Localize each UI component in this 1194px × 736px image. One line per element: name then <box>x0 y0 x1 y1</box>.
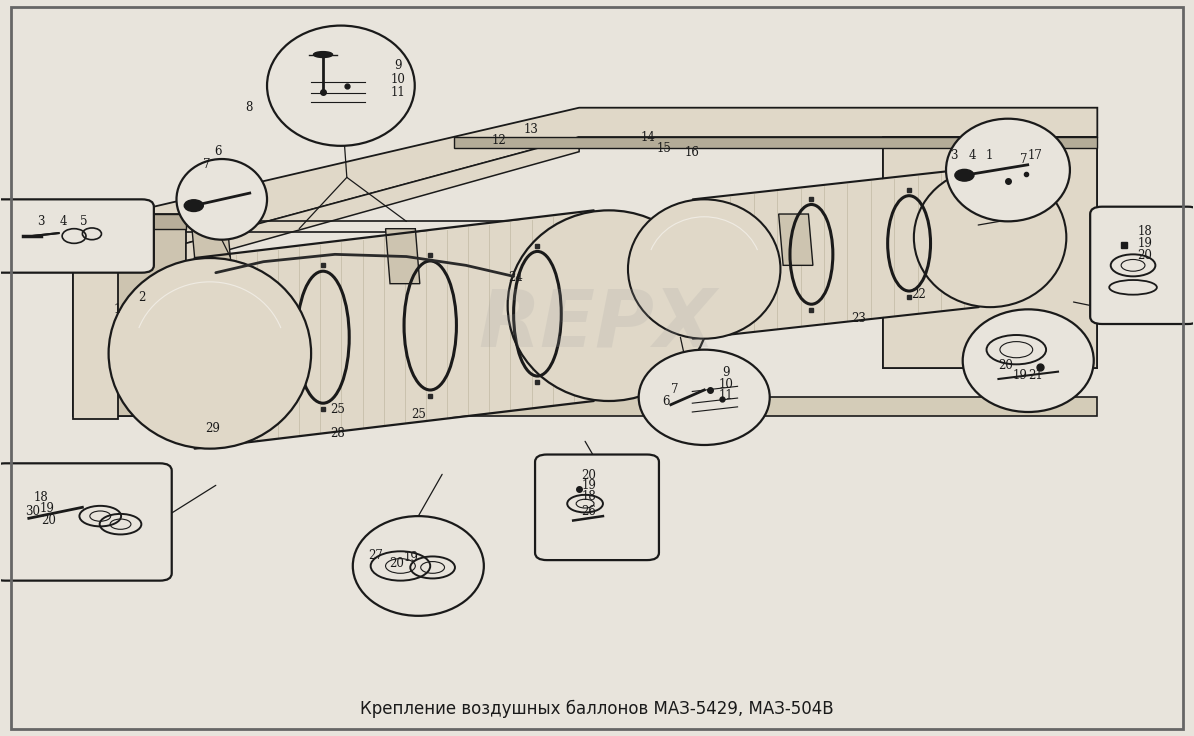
Ellipse shape <box>962 309 1094 412</box>
Text: 1: 1 <box>113 302 121 316</box>
Polygon shape <box>882 137 1097 368</box>
Text: 17: 17 <box>1028 149 1042 162</box>
Text: 20: 20 <box>1138 249 1152 261</box>
Polygon shape <box>73 229 118 420</box>
Ellipse shape <box>913 168 1066 307</box>
Ellipse shape <box>314 52 333 57</box>
Polygon shape <box>192 229 233 287</box>
Text: 13: 13 <box>524 123 538 136</box>
Polygon shape <box>195 211 593 447</box>
Text: 19: 19 <box>581 479 596 492</box>
Polygon shape <box>454 137 1097 148</box>
Text: 18: 18 <box>581 490 596 503</box>
Text: 7: 7 <box>671 383 678 397</box>
Polygon shape <box>186 137 579 262</box>
Text: 26: 26 <box>581 505 596 518</box>
Text: 7: 7 <box>1020 152 1027 166</box>
Text: 20: 20 <box>389 556 405 570</box>
Text: 9: 9 <box>394 60 402 72</box>
Text: 23: 23 <box>851 311 867 325</box>
Text: 6: 6 <box>663 395 670 408</box>
Text: 4: 4 <box>60 215 67 228</box>
Text: 29: 29 <box>205 422 220 436</box>
Text: 20: 20 <box>581 469 596 481</box>
Circle shape <box>184 199 203 211</box>
Text: 6: 6 <box>215 145 222 158</box>
Text: 24: 24 <box>509 271 523 283</box>
Text: 2: 2 <box>139 291 146 304</box>
Text: 10: 10 <box>719 378 733 391</box>
Text: 28: 28 <box>330 428 345 440</box>
Text: 14: 14 <box>641 130 656 144</box>
Text: 19: 19 <box>39 502 54 515</box>
Text: RЕРХ: RЕРХ <box>478 285 716 363</box>
Text: 22: 22 <box>911 289 927 301</box>
Text: 16: 16 <box>685 146 700 159</box>
Text: 20: 20 <box>42 514 56 527</box>
Polygon shape <box>91 107 1097 272</box>
Text: 3: 3 <box>950 149 958 162</box>
Text: 19: 19 <box>404 551 419 564</box>
Text: 11: 11 <box>390 86 406 99</box>
Circle shape <box>955 169 974 181</box>
Text: 19: 19 <box>1013 369 1027 382</box>
Polygon shape <box>73 214 186 416</box>
Polygon shape <box>778 214 813 266</box>
Polygon shape <box>73 397 1097 416</box>
Text: 19: 19 <box>1138 237 1152 250</box>
Ellipse shape <box>109 258 312 449</box>
Ellipse shape <box>946 118 1070 222</box>
FancyBboxPatch shape <box>0 199 154 272</box>
Polygon shape <box>960 222 1002 280</box>
Polygon shape <box>882 107 1097 368</box>
Ellipse shape <box>639 350 770 445</box>
Polygon shape <box>386 229 420 283</box>
Text: 20: 20 <box>998 358 1013 372</box>
FancyBboxPatch shape <box>0 464 172 581</box>
Text: 3: 3 <box>37 215 44 228</box>
Text: 18: 18 <box>1138 225 1152 238</box>
Ellipse shape <box>177 159 267 240</box>
Text: 30: 30 <box>25 505 39 518</box>
Text: 4: 4 <box>968 149 975 162</box>
Text: 12: 12 <box>492 134 506 147</box>
Ellipse shape <box>628 199 781 339</box>
Ellipse shape <box>267 26 414 146</box>
Text: 21: 21 <box>1028 369 1042 382</box>
Text: 15: 15 <box>657 141 671 155</box>
Text: 11: 11 <box>719 389 733 403</box>
Text: 18: 18 <box>33 491 48 503</box>
Ellipse shape <box>352 516 484 616</box>
Text: Крепление воздушных баллонов МАЗ-5429, МАЗ-504В: Крепление воздушных баллонов МАЗ-5429, М… <box>361 700 833 718</box>
Text: 25: 25 <box>330 403 345 416</box>
Text: 8: 8 <box>246 102 253 114</box>
Ellipse shape <box>507 210 710 401</box>
Text: 9: 9 <box>722 366 730 379</box>
FancyBboxPatch shape <box>535 455 659 560</box>
FancyBboxPatch shape <box>1090 207 1194 324</box>
Polygon shape <box>693 169 979 338</box>
Text: 5: 5 <box>80 215 87 228</box>
Text: 27: 27 <box>368 549 383 562</box>
Text: 10: 10 <box>390 73 406 85</box>
Text: 25: 25 <box>411 408 426 421</box>
Text: 1: 1 <box>985 149 992 162</box>
Text: 7: 7 <box>203 158 210 171</box>
Polygon shape <box>73 214 186 229</box>
